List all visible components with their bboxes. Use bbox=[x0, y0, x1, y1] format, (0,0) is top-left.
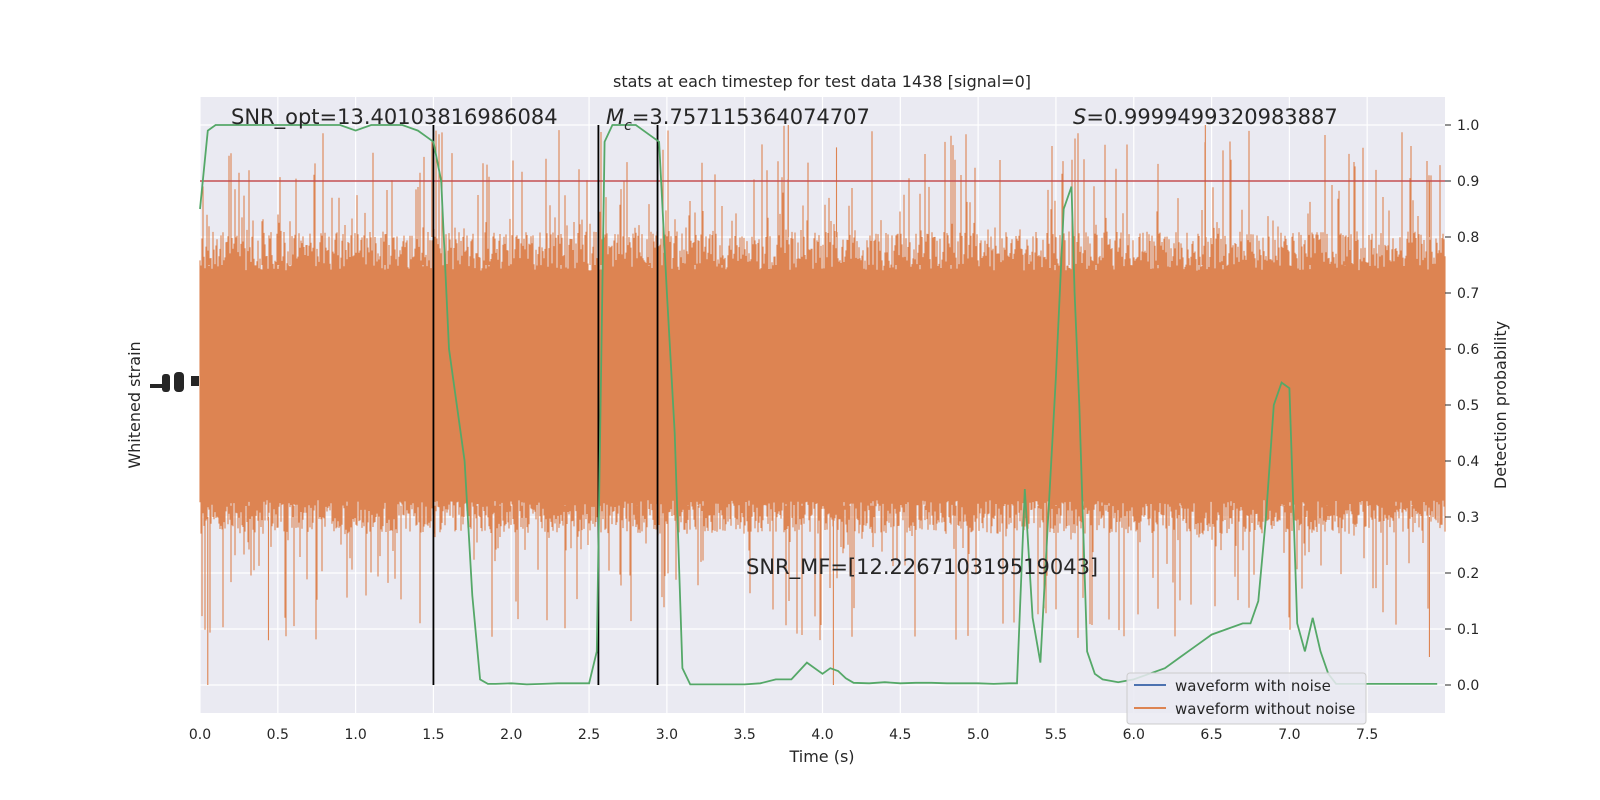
s-value: =0.9999499320983887 bbox=[1086, 105, 1337, 129]
x-tick-label: 3.0 bbox=[656, 727, 678, 743]
left-axis-collapsed-ticks bbox=[150, 372, 199, 392]
y-tick-label: 0.5 bbox=[1457, 398, 1479, 414]
y-tick-label: 0.4 bbox=[1457, 454, 1479, 470]
chirp-mass-annotation: Mc=3.757115364074707 bbox=[606, 105, 870, 134]
y-tick-label: 0.0 bbox=[1457, 678, 1479, 694]
legend: waveform with noise waveform without noi… bbox=[1126, 672, 1367, 725]
legend-label-without-noise: waveform without noise bbox=[1175, 700, 1355, 718]
y-tick-label: 0.7 bbox=[1457, 286, 1479, 302]
x-tick-label: 4.0 bbox=[811, 727, 833, 743]
strain-noise-series bbox=[199, 125, 1446, 685]
s-symbol: S bbox=[1073, 105, 1086, 129]
y-tick-label: 0.2 bbox=[1457, 566, 1479, 582]
strain-noise-path bbox=[199, 125, 1446, 685]
y-tick-label: 0.8 bbox=[1457, 230, 1479, 246]
right-axis-ticks: 0.0 0.1 0.2 0.3 0.4 0.5 0.6 0.7 0.8 0.9 1.0 bbox=[1445, 118, 1479, 694]
x-tick-label: 1.5 bbox=[422, 727, 444, 743]
y-tick-label: 0.9 bbox=[1457, 174, 1479, 190]
detection-probability-line bbox=[199, 124, 1438, 686]
y-tick-label: 0.1 bbox=[1457, 622, 1479, 638]
x-axis-label: Time (s) bbox=[788, 747, 854, 766]
x-tick-label: 5.0 bbox=[967, 727, 989, 743]
x-tick-label: 2.0 bbox=[500, 727, 522, 743]
left-axis-label: Whitened strain bbox=[125, 341, 144, 468]
x-tick-label: 5.5 bbox=[1045, 727, 1067, 743]
snr-mf-annotation: SNR_MF=[12.226710319519043] bbox=[746, 555, 1098, 580]
chart-title: stats at each timestep for test data 143… bbox=[613, 72, 1031, 91]
x-tick-label: 6.5 bbox=[1200, 727, 1222, 743]
x-axis-ticks: 0.0 0.5 1.0 1.5 2.0 2.5 3.0 3.5 4.0 4.5 5.0 5.5 6.0 6… bbox=[189, 727, 1378, 743]
x-tick-label: 7.0 bbox=[1278, 727, 1300, 743]
snr-opt-annotation: SNR_opt=13.40103816986084 bbox=[231, 105, 558, 130]
x-tick-label: 4.5 bbox=[889, 727, 911, 743]
mc-symbol: M bbox=[606, 105, 624, 129]
x-tick-label: 3.5 bbox=[734, 727, 756, 743]
y-tick-label: 0.3 bbox=[1457, 510, 1479, 526]
right-axis-label: Detection probability bbox=[1491, 321, 1510, 489]
mc-value: =3.757115364074707 bbox=[632, 105, 870, 129]
y-tick-label: 1.0 bbox=[1457, 118, 1479, 134]
legend-label-with-noise: waveform with noise bbox=[1175, 677, 1331, 695]
x-tick-label: 1.0 bbox=[344, 727, 366, 743]
x-tick-label: 6.0 bbox=[1123, 727, 1145, 743]
x-tick-label: 0.5 bbox=[267, 727, 289, 743]
x-tick-label: 7.5 bbox=[1356, 727, 1378, 743]
overlap-annotation: S=0.9999499320983887 bbox=[1073, 105, 1338, 129]
x-tick-label: 2.5 bbox=[578, 727, 600, 743]
y-tick-label: 0.6 bbox=[1457, 342, 1479, 358]
x-tick-label: 0.0 bbox=[189, 727, 211, 743]
mc-subscript: c bbox=[624, 118, 632, 134]
